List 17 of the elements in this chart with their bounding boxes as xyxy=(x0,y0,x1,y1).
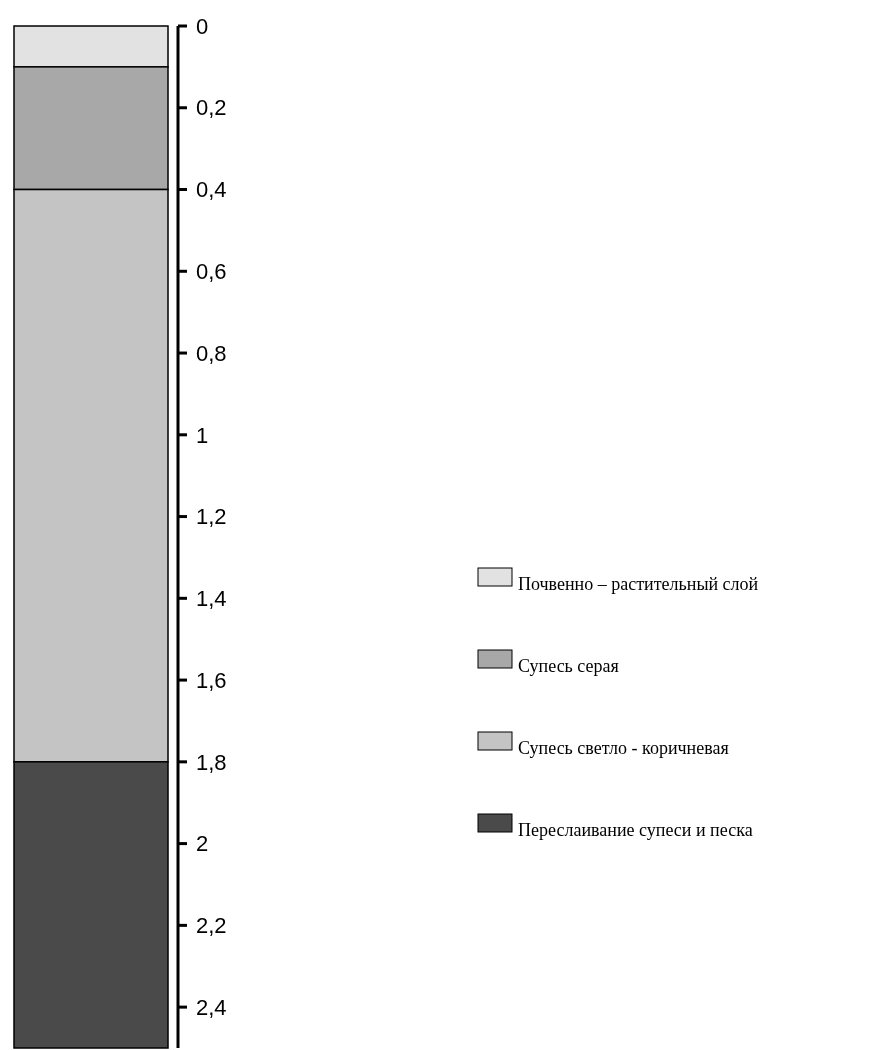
y-tick-label: 0 xyxy=(196,13,209,39)
legend-label: Переслаивание супеси и песка xyxy=(518,820,753,840)
y-tick-label: 1 xyxy=(196,422,209,448)
y-tick-label: 1,2 xyxy=(196,504,227,530)
legend-label: Почвенно – растительный слой xyxy=(518,574,759,594)
y-tick-label: 2,4 xyxy=(196,994,227,1020)
y-tick-label: 0,2 xyxy=(196,95,227,121)
y-tick-label: 1,8 xyxy=(196,749,227,775)
y-tick-label: 0,6 xyxy=(196,258,227,284)
legend-label: Супесь светло - коричневая xyxy=(518,738,729,758)
y-tick-label: 1,4 xyxy=(196,586,227,612)
y-tick-label: 2,2 xyxy=(196,913,227,939)
y-tick-label: 0,8 xyxy=(196,340,227,366)
legend-label: Супесь серая xyxy=(518,656,619,676)
y-tick-label: 0,4 xyxy=(196,177,227,203)
y-tick-label: 2 xyxy=(196,831,209,857)
y-tick-label: 1,6 xyxy=(196,667,227,693)
